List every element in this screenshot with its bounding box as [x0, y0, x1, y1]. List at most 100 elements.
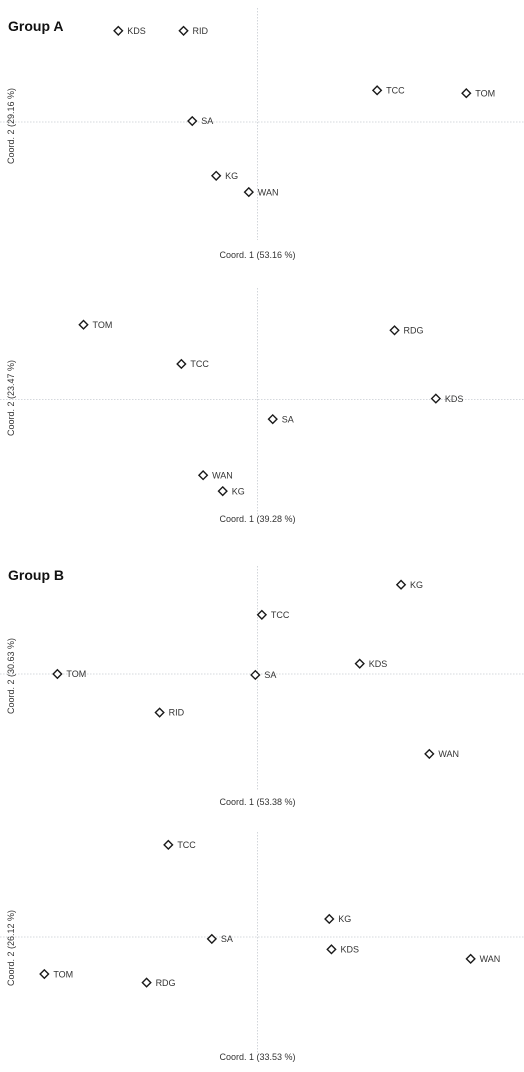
point-label: TCC [386, 86, 405, 96]
point-marker [326, 944, 337, 955]
point-marker [210, 170, 222, 181]
point-marker [39, 968, 50, 980]
data-point: SA [187, 115, 213, 127]
data-point: KG [324, 913, 351, 925]
point-label: TCC [190, 359, 209, 369]
point-marker [178, 25, 189, 36]
point-marker [197, 470, 209, 481]
point-label: KG [225, 171, 238, 181]
point-label: SA [201, 116, 213, 126]
point-label: WAN [212, 470, 233, 480]
data-point: KG [395, 579, 423, 590]
data-point: SA [250, 669, 276, 681]
point-label: KDS [340, 945, 359, 955]
data-point: KDS [326, 944, 359, 955]
x-axis-label: Coord. 1 (53.16 %) [219, 250, 295, 260]
y-axis-label: Coord. 2 (26.12 %) [6, 910, 16, 986]
point-label: KG [232, 486, 245, 496]
point-marker [395, 579, 407, 590]
data-point: TOM [461, 88, 495, 99]
x-axis-label: Coord. 1 (39.28 %) [219, 514, 295, 524]
point-label: TOM [93, 320, 113, 330]
point-marker [154, 707, 165, 718]
point-marker [461, 88, 472, 99]
data-point: KDS [430, 393, 463, 404]
group-b-title: Group B [8, 567, 64, 583]
point-marker [113, 25, 124, 36]
point-marker [217, 485, 228, 497]
point-marker [424, 748, 435, 760]
point-marker [371, 85, 383, 96]
point-label: SA [264, 670, 276, 680]
point-label: TCC [271, 610, 290, 620]
scatter-plot-4: TCC KG SA KDS WAN TOM RDG Coord. 1 (33.53 %) Coo… [0, 832, 524, 1062]
point-marker [354, 658, 365, 669]
point-label: KDS [369, 659, 388, 669]
point-marker [465, 953, 476, 965]
data-point: RID [154, 707, 185, 718]
scatter-plot-2: TOM RDG TCC KDS SA WAN KG Coord. 1 (39.28 %) Coo… [0, 288, 524, 524]
point-marker [389, 325, 400, 336]
scatter-panel-2: TOM RDG TCC KDS SA WAN KG Coord. 1 (39.28 %) Coo… [0, 288, 524, 533]
data-point: SA [267, 413, 294, 424]
data-point: KG [210, 170, 238, 181]
point-label: TCC [177, 840, 196, 850]
point-label: KG [338, 914, 351, 924]
scatter-panel-4: TCC KG SA KDS WAN TOM RDG Coord. 1 (33.53 %) Coo… [0, 832, 524, 1068]
point-label: KG [410, 580, 423, 590]
point-marker [78, 319, 89, 330]
point-label: RID [193, 26, 209, 36]
scatter-plot-1: KDS RID TCC TOM SA WAN KG Coord. 1 (53.16 %) Coo… [0, 8, 524, 260]
data-point: TOM [39, 968, 73, 980]
data-point: RDG [141, 977, 176, 988]
data-point: WAN [465, 953, 501, 965]
point-marker [250, 669, 261, 681]
point-marker [176, 358, 187, 370]
point-label: WAN [258, 187, 279, 197]
point-marker [52, 668, 63, 680]
point-label: RDG [404, 326, 424, 336]
point-marker [163, 839, 174, 851]
x-axis-label: Coord. 1 (33.53 %) [219, 1052, 295, 1062]
data-point: SA [206, 933, 233, 945]
data-point: WAN [424, 748, 459, 760]
data-point: TOM [78, 319, 113, 330]
data-point: TOM [52, 668, 86, 680]
point-marker [256, 609, 268, 620]
point-label: RDG [156, 978, 176, 988]
y-axis-label: Coord. 2 (23.47 %) [6, 360, 16, 436]
scatter-panel-3: KG TCC KDS TOM SA RID WAN Coord. 1 (53.38 %) Coo… [0, 566, 524, 812]
point-marker [430, 393, 442, 404]
point-label: SA [282, 414, 294, 424]
data-point: RID [178, 25, 209, 36]
data-point: WAN [243, 186, 279, 198]
data-point: TCC [176, 358, 209, 370]
data-point: RDG [389, 325, 424, 336]
point-label: TOM [53, 969, 73, 979]
y-axis-label: Coord. 2 (30.63 %) [6, 638, 16, 714]
point-label: WAN [480, 954, 501, 964]
scatter-plot-3: KG TCC KDS TOM SA RID WAN Coord. 1 (53.38 %) Coo… [0, 566, 524, 807]
data-point: TCC [371, 85, 405, 96]
y-axis-label: Coord. 2 (29.16 %) [6, 88, 16, 164]
data-point: WAN [197, 470, 233, 481]
point-marker [141, 977, 152, 988]
data-point: TCC [256, 609, 290, 620]
scatter-panel-1: KDS RID TCC TOM SA WAN KG Coord. 1 (53.16 %) Coo… [0, 8, 524, 270]
point-marker [243, 186, 254, 198]
data-point: KDS [113, 25, 146, 36]
data-point: KDS [354, 658, 388, 669]
point-marker [187, 115, 198, 127]
group-a-title: Group A [8, 18, 64, 34]
point-label: TOM [475, 88, 495, 98]
point-label: WAN [438, 749, 459, 759]
point-label: KDS [127, 26, 146, 36]
point-marker [324, 913, 335, 925]
data-point: KG [217, 485, 245, 497]
point-label: RID [169, 708, 185, 718]
point-label: TOM [66, 669, 86, 679]
data-point: TCC [163, 839, 196, 851]
x-axis-label: Coord. 1 (53.38 %) [219, 797, 295, 807]
point-marker [206, 933, 218, 945]
point-label: SA [221, 934, 233, 944]
